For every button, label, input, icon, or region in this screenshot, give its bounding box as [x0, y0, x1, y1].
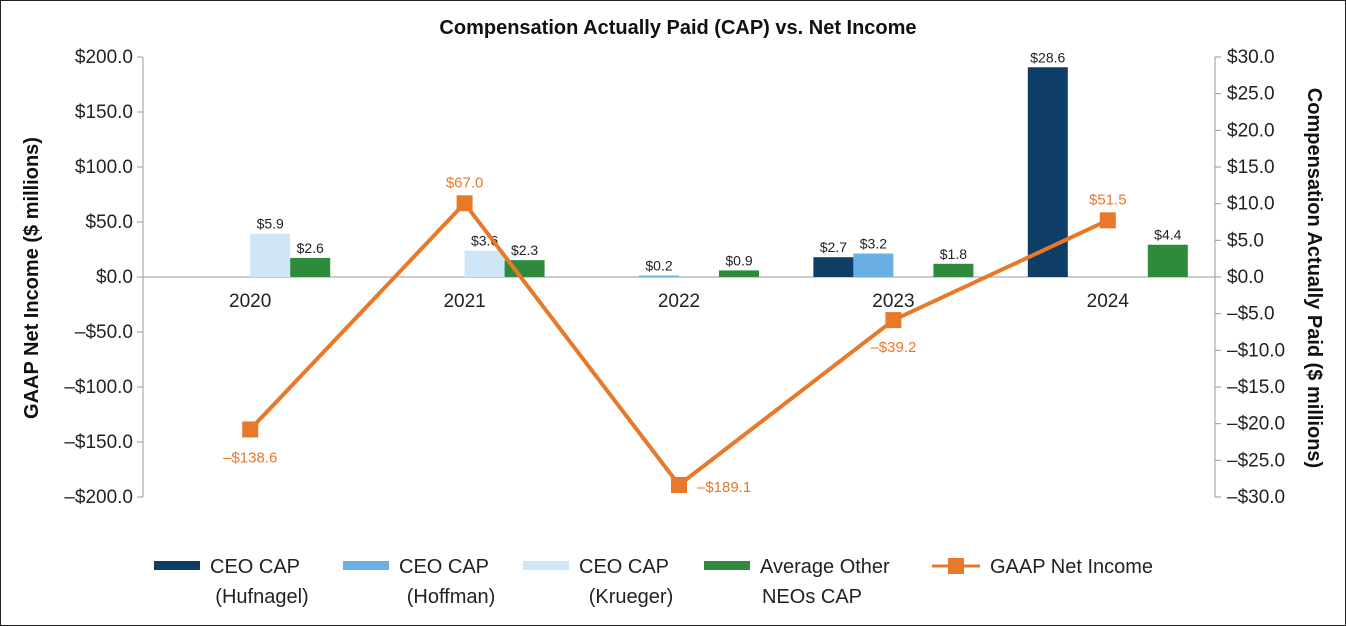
bar-data-label: $2.3	[511, 242, 538, 258]
right-tick-label: $30.0	[1227, 47, 1275, 68]
bar	[1027, 67, 1068, 278]
bar	[933, 263, 974, 277]
legend-label: GAAP Net Income	[990, 556, 1153, 578]
left-tick-label: $50.0	[85, 212, 133, 233]
category-label: 2021	[443, 291, 485, 312]
right-y-axis: $30.0 $25.0 $20.0 $15.0 $10.0 $5.0 $0.0 –$5.0 –$…	[1214, 47, 1285, 508]
bar-data-label: $4.4	[1154, 227, 1181, 243]
bar-data-label: $2.7	[820, 239, 847, 255]
bar	[853, 253, 894, 277]
right-tick-label: –$15.0	[1227, 377, 1285, 398]
net-income-marker	[242, 421, 259, 438]
right-tick-label: –$30.0	[1227, 487, 1285, 508]
bar-data-label: $1.8	[940, 246, 967, 262]
legend-swatch	[343, 561, 389, 570]
left-tick-label: –$150.0	[64, 432, 133, 453]
net-income-data-label: $67.0	[446, 174, 484, 191]
net-income-marker	[456, 195, 473, 212]
right-tick-label: –$25.0	[1227, 450, 1285, 471]
right-tick-label: $10.0	[1227, 194, 1275, 215]
legend-label-line2: NEOs CAP	[762, 586, 862, 608]
bar-data-label: $5.9	[257, 216, 284, 232]
left-tick-label: –$100.0	[64, 377, 133, 398]
bar	[504, 260, 545, 277]
right-tick-label: $5.0	[1227, 230, 1264, 251]
legend-label: Average Other	[760, 556, 890, 578]
right-tick-label: –$10.0	[1227, 340, 1285, 361]
left-tick-label: –$200.0	[64, 487, 133, 508]
bar-data-label: $0.9	[725, 252, 752, 268]
legend-swatch	[523, 561, 569, 570]
right-tick-label: –$5.0	[1227, 304, 1275, 325]
right-tick-label: $0.0	[1227, 267, 1264, 288]
bar	[639, 275, 679, 277]
left-tick-label: $0.0	[96, 267, 133, 288]
left-tick-label: $150.0	[75, 102, 133, 123]
left-tick-label: $200.0	[75, 47, 133, 68]
category-label: 2023	[872, 291, 914, 312]
bar	[813, 257, 854, 277]
left-tick-label: –$50.0	[75, 322, 133, 343]
bar	[1147, 244, 1188, 277]
legend-label-line2: (Hufnagel)	[215, 586, 308, 608]
chart-title: Compensation Actually Paid (CAP) vs. Net…	[439, 17, 916, 39]
net-income-data-label: $51.5	[1089, 191, 1127, 208]
category-label: 2024	[1087, 291, 1130, 312]
bar-data-label: $3.2	[860, 236, 887, 252]
legend-swatch	[154, 561, 200, 570]
bar-data-label: $28.6	[1030, 49, 1065, 65]
legend-label: CEO CAP	[399, 556, 489, 578]
right-axis-title: Compensation Actually Paid ($ millions)	[1303, 88, 1325, 468]
bar	[464, 250, 505, 277]
category-labels: 2020 2021 2022 2023 2024	[229, 291, 1129, 312]
left-tick-label: $100.0	[75, 157, 133, 178]
bar-series: $5.9$2.6 $3.6$2.3$0.2 $0.9$2.7 $3.2$1.8$28.…	[250, 49, 1188, 278]
net-income-data-label: –$138.6	[223, 449, 277, 466]
right-tick-label: $25.0	[1227, 84, 1275, 105]
net-income-marker	[885, 312, 902, 329]
left-y-axis: $200.0 $150.0 $100.0 $50.0 $0.0 –$50.0 –$100.0…	[64, 47, 144, 508]
net-income-data-label: –$189.1	[697, 479, 751, 496]
legend-label-line2: (Hoffman)	[407, 586, 496, 608]
net-income-marker	[671, 477, 687, 494]
legend-marker	[948, 558, 964, 574]
right-tick-label: $15.0	[1227, 157, 1275, 178]
bar-data-label: $0.2	[645, 258, 672, 274]
legend-label: CEO CAP	[210, 556, 300, 578]
net-income-marker	[1099, 212, 1116, 229]
legend: CEO CAP (Hufnagel) CEO CAP (Hoffman) CEO CAP…	[154, 556, 1153, 608]
right-tick-label: $20.0	[1227, 120, 1275, 141]
net-income-line: –$138.6 $67.0 –$189.1 –$39.2 $51.5	[223, 174, 1126, 496]
right-tick-label: –$20.0	[1227, 414, 1285, 435]
bar	[250, 233, 291, 277]
left-axis-title: GAAP Net Income ($ millions)	[21, 137, 43, 419]
legend-label: CEO CAP	[579, 556, 669, 578]
bar	[719, 270, 759, 277]
net-income-polyline	[248, 200, 1109, 488]
net-income-data-label: –$39.2	[870, 339, 916, 356]
bar	[290, 257, 331, 277]
legend-label-line2: (Krueger)	[589, 586, 673, 608]
legend-swatch	[704, 561, 750, 570]
category-label: 2022	[658, 291, 700, 312]
bar-data-label: $2.6	[297, 240, 324, 256]
category-label: 2020	[229, 291, 271, 312]
